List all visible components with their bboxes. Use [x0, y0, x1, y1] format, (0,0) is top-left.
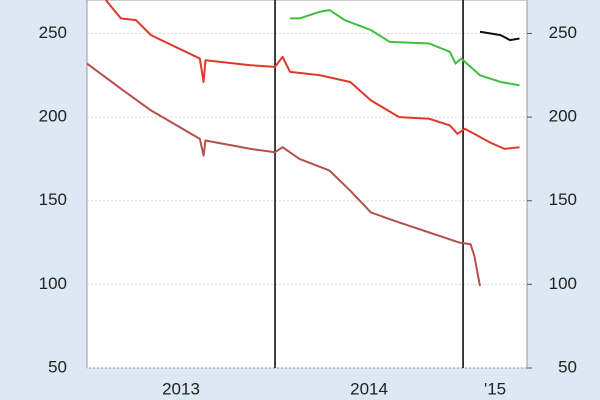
series-line	[479, 30, 520, 42]
y-tick-label: 250	[39, 23, 67, 42]
y2-tick-label: 100	[549, 274, 577, 293]
x-tick-label: 2014	[350, 379, 388, 398]
y-tick-label: 150	[39, 190, 67, 209]
y2-tick-label: 200	[549, 107, 577, 126]
y-tick-label: 50	[48, 357, 67, 376]
x-tick-label: '15	[484, 379, 506, 398]
series-line	[86, 62, 481, 287]
x-tick-label: 2013	[162, 379, 200, 398]
y2-tick-label: 250	[549, 23, 577, 42]
series-line	[105, 0, 520, 150]
y2-tick-label: 50	[558, 357, 577, 376]
y2-tick-label: 150	[549, 190, 577, 209]
y-tick-label: 100	[39, 274, 67, 293]
y-tick-label: 200	[39, 107, 67, 126]
series-line	[290, 9, 520, 87]
plot-area	[86, 0, 528, 369]
